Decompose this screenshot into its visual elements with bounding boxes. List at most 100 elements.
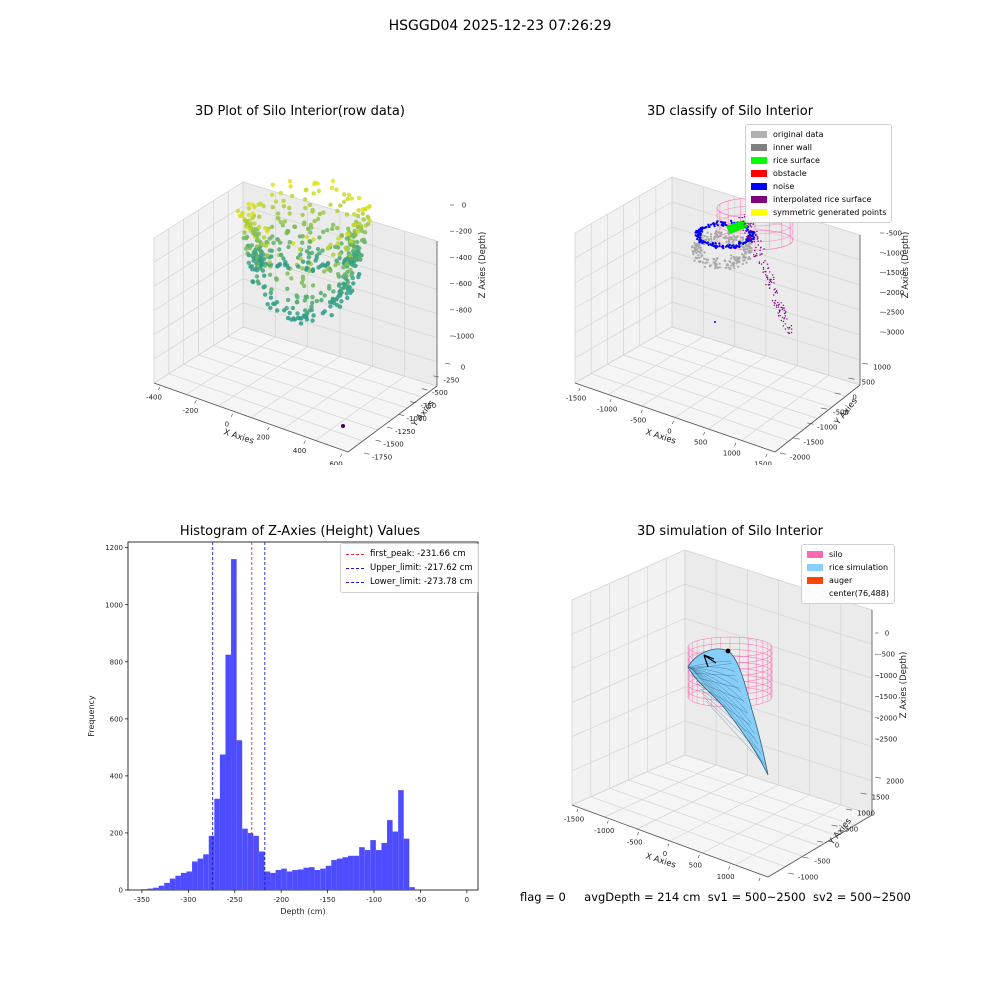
original-point <box>715 263 718 266</box>
x-tick-label: -100 <box>366 896 382 904</box>
interpolated-point <box>752 223 754 226</box>
noise-point <box>730 219 733 222</box>
noise-point <box>709 223 712 226</box>
interpolated-point <box>773 276 775 279</box>
gridline <box>590 796 786 867</box>
histogram-bar <box>286 871 293 890</box>
data-point <box>304 311 310 316</box>
noise-point <box>722 224 725 227</box>
y-tick-label: -1000 <box>407 415 427 423</box>
data-point <box>268 305 273 311</box>
surface-mesh <box>703 696 759 751</box>
data-point <box>300 240 305 245</box>
data-point <box>353 256 359 261</box>
interpolated-point <box>752 238 755 240</box>
data-point <box>295 295 300 300</box>
data-point <box>356 195 362 201</box>
histogram-bar <box>153 887 159 890</box>
chart-title: 3D simulation of Silo Interior <box>637 524 823 539</box>
histogram-bar <box>208 835 215 890</box>
interpolated-point <box>743 216 746 218</box>
histogram-bar <box>214 798 220 890</box>
data-point <box>260 241 265 247</box>
x-tick-label: -1000 <box>597 406 617 414</box>
tick-mark <box>398 414 405 416</box>
original-point <box>750 242 753 245</box>
noise-point <box>695 234 698 238</box>
y-tick-label: 500 <box>862 379 875 387</box>
gridline <box>242 181 438 242</box>
data-point <box>275 308 280 313</box>
classify-svg: -1500-1000-50005001000150010005000-500-1… <box>566 176 911 465</box>
center-point <box>725 648 731 654</box>
x-tick-label: -50 <box>415 896 426 904</box>
data-point <box>251 228 256 234</box>
histogram-bar <box>164 882 170 890</box>
noise-point <box>698 236 701 239</box>
original-point <box>735 238 738 241</box>
data-point <box>339 299 344 304</box>
interpolated-point <box>746 225 749 227</box>
surface-mesh <box>691 672 736 676</box>
y-tick-label: 1000 <box>105 601 123 609</box>
y-tick-label: 1000 <box>857 810 875 818</box>
data-point <box>353 263 358 268</box>
interpolated-point <box>757 244 759 246</box>
data-point <box>254 274 260 279</box>
data-point <box>298 256 303 261</box>
histogram-bar <box>320 868 326 890</box>
original-point <box>744 256 747 259</box>
surface-mesh <box>697 684 748 714</box>
original-point <box>700 254 703 257</box>
original-point <box>707 238 710 241</box>
data-point <box>241 235 246 241</box>
data-point <box>335 241 341 246</box>
histogram-bar <box>387 820 393 890</box>
interpolated-point <box>785 310 787 312</box>
x-tick-label: -400 <box>146 394 162 402</box>
interpolated-point <box>760 240 762 242</box>
original-point <box>714 267 717 270</box>
data-point <box>256 246 262 252</box>
histogram-bar <box>309 867 315 890</box>
histogram-bar <box>331 860 337 890</box>
original-point <box>732 264 735 268</box>
interpolated-point <box>782 325 785 327</box>
data-point <box>344 212 350 217</box>
data-point <box>346 226 351 231</box>
noise-point <box>702 240 705 244</box>
interpolated-point <box>757 240 759 242</box>
data-point <box>246 201 251 207</box>
interpolated-point <box>753 240 755 243</box>
original-point <box>694 256 697 259</box>
x-axis-label: X Axies <box>644 427 677 446</box>
data-point <box>286 244 291 250</box>
original-point <box>715 257 718 260</box>
interpolated-point <box>773 282 775 284</box>
original-point <box>747 244 750 247</box>
tick-mark <box>576 808 579 813</box>
data-point <box>356 274 361 280</box>
data-point <box>299 316 304 321</box>
legend-label: original data <box>773 130 824 139</box>
legend-item: rice simulation <box>807 561 889 574</box>
data-point <box>305 234 310 240</box>
y-tick-label: -1250 <box>395 428 415 436</box>
interpolated-point <box>769 278 771 280</box>
interpolated-point <box>763 248 765 250</box>
tick-mark <box>640 409 643 414</box>
data-point <box>303 205 308 211</box>
data-point <box>269 192 275 197</box>
noise-point <box>735 244 738 247</box>
data-point <box>253 248 258 253</box>
y-tick-label: 600 <box>110 715 123 723</box>
data-point <box>298 252 303 257</box>
sv1-value: sv1 = 500~2500 <box>707 890 806 904</box>
interpolated-point <box>783 318 785 320</box>
interpolated-point <box>775 306 778 308</box>
legend-swatch <box>751 144 767 151</box>
data-point <box>348 239 354 244</box>
interpolated-point <box>767 278 769 280</box>
data-point <box>275 264 280 269</box>
data-point <box>337 290 342 295</box>
